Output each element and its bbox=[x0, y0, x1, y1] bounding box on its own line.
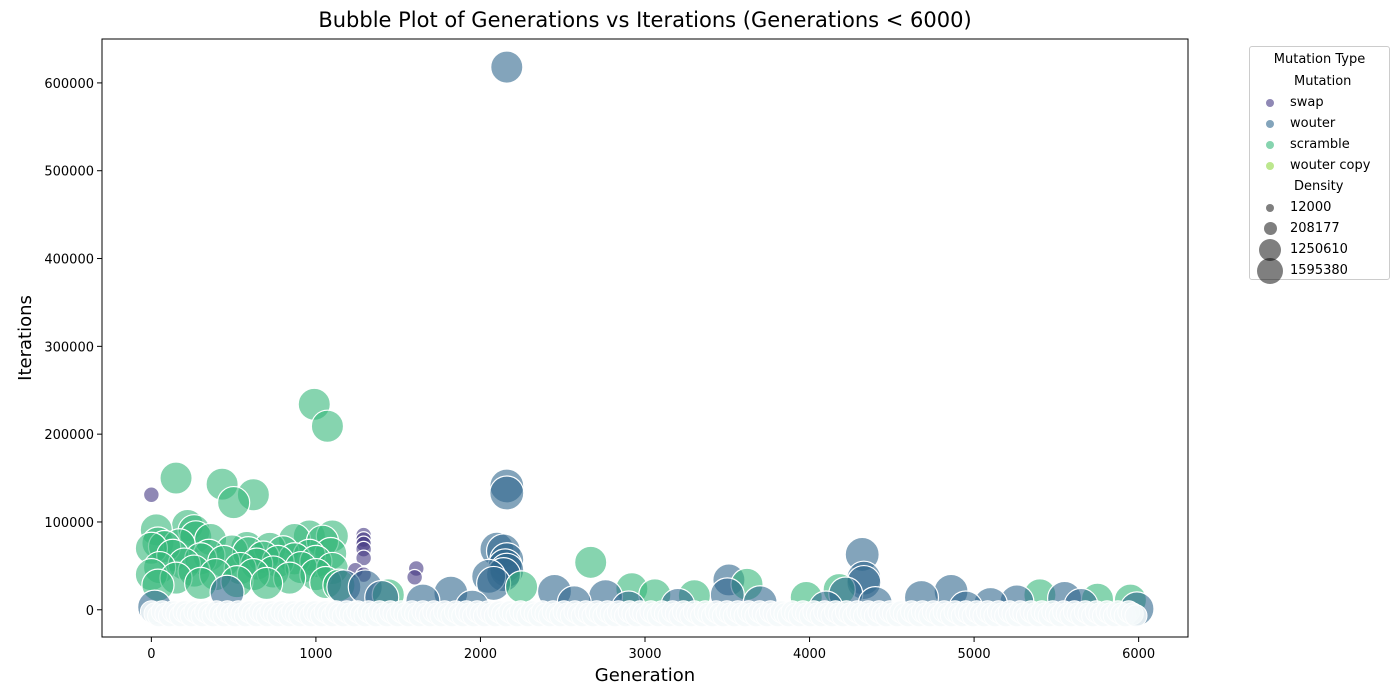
y-tick-label: 600000 bbox=[44, 77, 94, 92]
legend-hue-items: swap wouter scramble wouter copy bbox=[1250, 92, 1389, 176]
legend-size-marker bbox=[1250, 238, 1290, 261]
legend-item-wouter: wouter bbox=[1250, 113, 1389, 134]
legend-label: scramble bbox=[1290, 137, 1350, 152]
overlap-bubble bbox=[1124, 604, 1148, 628]
y-tick-label: 200000 bbox=[44, 428, 94, 443]
legend-size-label: 12000 bbox=[1290, 200, 1332, 215]
data-point-scramble bbox=[159, 461, 193, 495]
y-axis-label: Iterations bbox=[15, 295, 36, 381]
legend-label: swap bbox=[1290, 95, 1324, 110]
y-axis: 0 100000 200000 300000 400000 500000 600000 bbox=[44, 77, 102, 619]
legend-hue-title: Mutation bbox=[1294, 74, 1352, 89]
chart-title: Bubble Plot of Generations vs Iterations… bbox=[318, 8, 972, 32]
legend-title: Mutation Type bbox=[1273, 52, 1366, 67]
legend-size-marker bbox=[1250, 222, 1290, 235]
x-tick-label: 2000 bbox=[464, 647, 497, 662]
legend-label: wouter copy bbox=[1290, 158, 1371, 173]
points-layer bbox=[134, 50, 1155, 627]
y-tick-label: 100000 bbox=[44, 516, 94, 531]
legend-size-label: 1595380 bbox=[1290, 263, 1348, 278]
legend-size-label: 208177 bbox=[1290, 221, 1340, 236]
y-tick-label: 300000 bbox=[44, 340, 94, 355]
legend-size-item: 12000 bbox=[1250, 197, 1389, 218]
x-tick-label: 5000 bbox=[958, 647, 991, 662]
legend-item-scramble: scramble bbox=[1250, 134, 1389, 155]
legend: Mutation Type Mutation swap wouter scrambl… bbox=[1249, 46, 1390, 284]
legend-item-wouter-copy: wouter copy bbox=[1250, 155, 1389, 176]
data-point-scramble bbox=[504, 570, 539, 604]
legend-size-marker bbox=[1250, 203, 1290, 212]
x-tick-label: 3000 bbox=[628, 647, 661, 662]
x-tick-label: 0 bbox=[147, 647, 155, 662]
legend-label: wouter bbox=[1290, 116, 1336, 131]
data-point-scramble bbox=[216, 485, 251, 520]
legend-size-item: 208177 bbox=[1250, 218, 1389, 239]
data-point-swap bbox=[355, 549, 373, 567]
legend-marker bbox=[1250, 161, 1290, 170]
data-point-wouter bbox=[489, 475, 525, 511]
y-tick-label: 400000 bbox=[44, 253, 94, 268]
x-tick-label: 1000 bbox=[299, 647, 332, 662]
x-axis: 0 1000 2000 3000 4000 5000 6000 bbox=[147, 637, 1155, 662]
x-axis-label: Generation bbox=[595, 665, 695, 686]
data-point-scramble bbox=[249, 566, 284, 601]
white-bubble-band bbox=[139, 600, 1148, 628]
legend-size-item: 1250610 bbox=[1250, 238, 1389, 261]
legend-item-swap: swap bbox=[1250, 92, 1389, 113]
data-point-swap bbox=[406, 568, 424, 586]
legend-size-title: Density bbox=[1294, 179, 1344, 194]
legend-size-marker bbox=[1250, 257, 1290, 284]
y-tick-label: 0 bbox=[86, 604, 94, 619]
legend-size-item: 1595380 bbox=[1250, 257, 1389, 284]
legend-marker bbox=[1250, 140, 1290, 149]
data-point-wouter bbox=[490, 50, 524, 84]
legend-size-items: 12000 208177 1250610 1595380 bbox=[1250, 197, 1389, 284]
data-point-swap bbox=[142, 486, 160, 504]
data-point-scramble bbox=[574, 545, 608, 580]
x-tick-label: 4000 bbox=[793, 647, 826, 662]
legend-marker bbox=[1250, 98, 1290, 107]
x-tick-label: 6000 bbox=[1122, 647, 1155, 662]
legend-size-label: 1250610 bbox=[1290, 242, 1348, 257]
y-tick-label: 500000 bbox=[44, 165, 94, 180]
legend-marker bbox=[1250, 119, 1290, 128]
data-point-scramble bbox=[310, 409, 345, 443]
